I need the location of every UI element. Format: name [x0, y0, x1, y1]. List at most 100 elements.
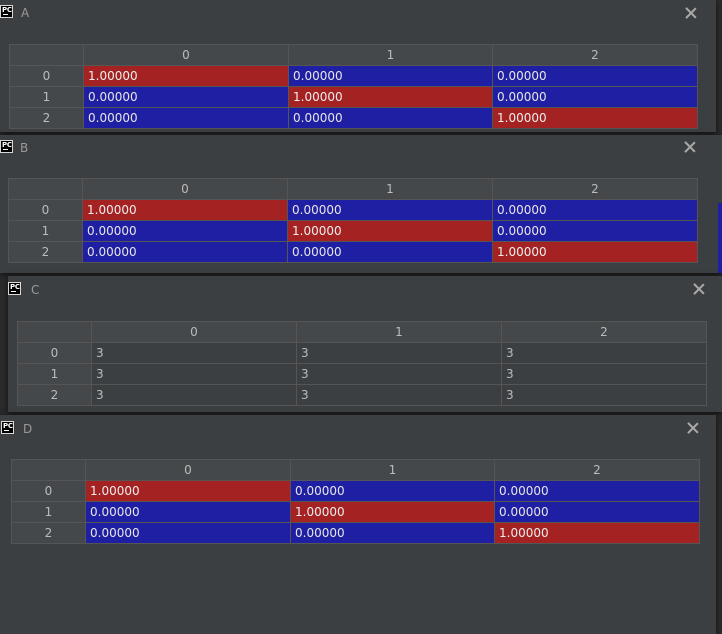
table-cell[interactable]: 1.00000 — [287, 220, 493, 242]
dataframe-window-d: PC D 0 1 2 0 1.00000 0.00000 0.00000 1 0.00000 1.… — [0, 415, 716, 634]
table-cell[interactable]: 0.00000 — [492, 65, 698, 87]
row-header[interactable]: 1 — [8, 220, 83, 242]
table-cell[interactable]: 3 — [501, 363, 707, 385]
row-header[interactable]: 2 — [8, 241, 83, 263]
close-icon[interactable] — [683, 140, 697, 154]
corner-header — [9, 44, 84, 66]
table-cell[interactable]: 0.00000 — [290, 480, 495, 502]
table-cell[interactable]: 1.00000 — [494, 522, 700, 544]
data-table: 0 1 2 0 1.00000 0.00000 0.00000 1 0.00000 1.00000… — [9, 44, 698, 129]
window-titlebar[interactable]: PC C — [8, 276, 722, 302]
table-cell[interactable]: 0.00000 — [492, 220, 698, 242]
table-cell[interactable]: 0.00000 — [494, 480, 700, 502]
close-icon[interactable] — [692, 282, 706, 296]
pycharm-icon: PC — [8, 282, 21, 295]
column-header[interactable]: 2 — [501, 321, 707, 343]
column-header[interactable]: 2 — [494, 459, 700, 481]
table-cell[interactable]: 1.00000 — [82, 199, 288, 221]
row-header[interactable]: 0 — [11, 480, 86, 502]
table-cell[interactable]: 0.00000 — [492, 199, 698, 221]
table-cell[interactable]: 1.00000 — [83, 65, 289, 87]
table-row: 2 0.00000 0.00000 1.00000 — [8, 241, 698, 263]
table-cell[interactable]: 3 — [296, 384, 502, 406]
table-cell[interactable]: 3 — [501, 384, 707, 406]
table-row: 1 0.00000 1.00000 0.00000 — [9, 86, 698, 108]
window-titlebar[interactable]: PC D — [0, 415, 716, 441]
table-cell[interactable]: 0.00000 — [83, 107, 289, 129]
table-cell[interactable]: 1.00000 — [288, 86, 493, 108]
column-header[interactable]: 0 — [85, 459, 291, 481]
table-row: 0 1.00000 0.00000 0.00000 — [11, 480, 700, 502]
window-titlebar[interactable]: PC B — [0, 135, 722, 161]
row-header[interactable]: 0 — [9, 65, 84, 87]
table-cell[interactable]: 0.00000 — [85, 501, 291, 523]
table-cell[interactable]: 0.00000 — [82, 241, 288, 263]
column-header[interactable]: 1 — [290, 459, 495, 481]
corner-header — [11, 459, 86, 481]
table-cell[interactable]: 3 — [296, 342, 502, 364]
table-cell[interactable]: 0.00000 — [83, 86, 289, 108]
row-header[interactable]: 1 — [9, 86, 84, 108]
table-cell[interactable]: 0.00000 — [82, 220, 288, 242]
window-title: D — [23, 422, 33, 436]
table-cell[interactable]: 3 — [501, 342, 707, 364]
column-header[interactable]: 2 — [492, 44, 698, 66]
table-cell[interactable]: 0.00000 — [288, 65, 493, 87]
table-row: 1 0.00000 1.00000 0.00000 — [11, 501, 700, 523]
window-edge — [718, 203, 722, 273]
close-icon[interactable] — [684, 6, 698, 20]
window-title: C — [31, 283, 40, 297]
table-cell[interactable]: 1.00000 — [492, 107, 698, 129]
row-header[interactable]: 2 — [17, 384, 92, 406]
table-cell[interactable]: 1.00000 — [492, 241, 698, 263]
table-cell[interactable]: 3 — [296, 363, 502, 385]
table-cell[interactable]: 0.00000 — [492, 86, 698, 108]
column-header[interactable]: 0 — [83, 44, 289, 66]
row-header[interactable]: 1 — [11, 501, 86, 523]
pycharm-icon: PC — [1, 421, 14, 434]
dataframe-window-a: PC A 0 1 2 0 1.00000 0.00000 0.00000 1 0.00000 1.… — [0, 0, 716, 132]
row-header[interactable]: 1 — [17, 363, 92, 385]
data-table: 0 1 2 0 1.00000 0.00000 0.00000 1 0.00000 1.00000… — [8, 178, 698, 263]
table-cell[interactable]: 0.00000 — [85, 522, 291, 544]
window-titlebar[interactable]: PC A — [0, 0, 716, 26]
column-header[interactable]: 1 — [296, 321, 502, 343]
corner-header — [17, 321, 92, 343]
table-cell[interactable]: 1.00000 — [290, 501, 495, 523]
window-title: A — [21, 6, 30, 20]
table-cell[interactable]: 0.00000 — [290, 522, 495, 544]
column-header[interactable]: 0 — [82, 178, 288, 200]
table-cell[interactable]: 3 — [91, 342, 297, 364]
column-header[interactable]: 2 — [492, 178, 698, 200]
table-row: 0 1.00000 0.00000 0.00000 — [8, 199, 698, 221]
table-cell[interactable]: 0.00000 — [287, 199, 493, 221]
table-cell[interactable]: 0.00000 — [494, 501, 700, 523]
data-table: 0 1 2 0 1.00000 0.00000 0.00000 1 0.00000 1.00000… — [11, 459, 700, 544]
column-header[interactable]: 1 — [287, 178, 493, 200]
table-cell[interactable]: 1.00000 — [85, 480, 291, 502]
table-row: 0 1.00000 0.00000 0.00000 — [9, 65, 698, 87]
table-cell[interactable]: 3 — [91, 384, 297, 406]
table-cell[interactable]: 0.00000 — [288, 107, 493, 129]
row-header[interactable]: 0 — [8, 199, 83, 221]
column-header[interactable]: 0 — [91, 321, 297, 343]
row-header[interactable]: 2 — [11, 522, 86, 544]
table-row: 2 0.00000 0.00000 1.00000 — [9, 107, 698, 129]
table-row: 2 0.00000 0.00000 1.00000 — [11, 522, 700, 544]
corner-header — [8, 178, 83, 200]
row-header[interactable]: 2 — [9, 107, 84, 129]
close-icon[interactable] — [686, 421, 700, 435]
row-header[interactable]: 0 — [17, 342, 92, 364]
column-header[interactable]: 1 — [288, 44, 493, 66]
table-cell[interactable]: 0.00000 — [287, 241, 493, 263]
table-cell[interactable]: 3 — [91, 363, 297, 385]
